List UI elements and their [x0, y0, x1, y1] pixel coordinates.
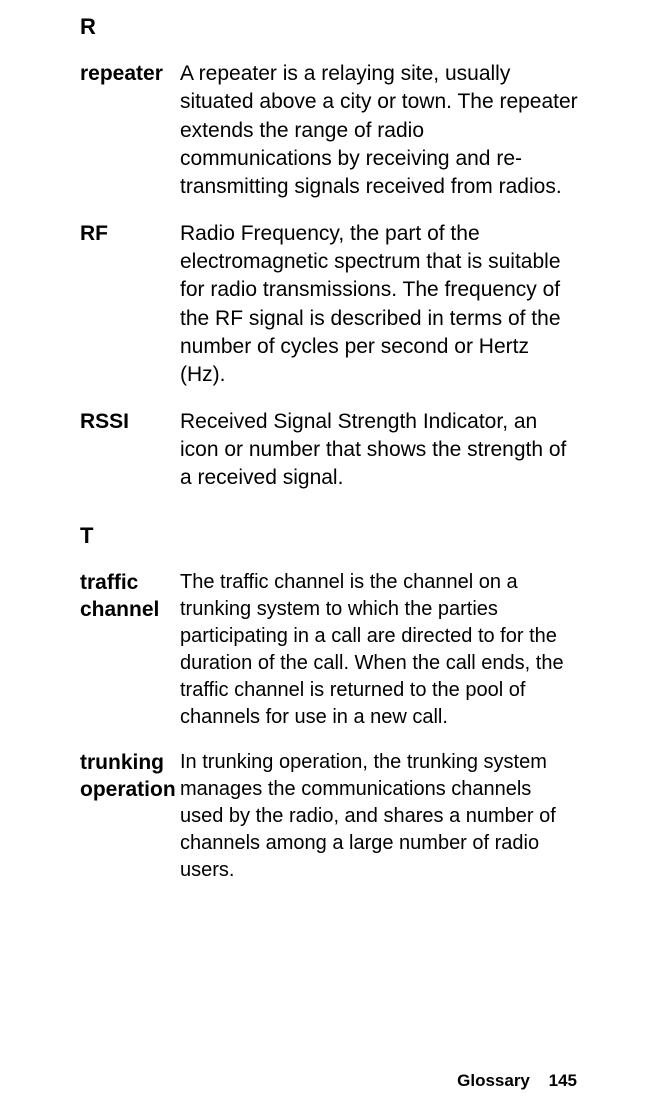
definition-rssi: Received Signal Strength Indicator, an i…	[180, 408, 579, 493]
glossary-entry: repeater A repeater is a relaying site, …	[80, 60, 579, 202]
definition-repeater: A repeater is a relaying site, usually s…	[180, 60, 579, 202]
term-repeater: repeater	[80, 60, 180, 202]
term-rf: RF	[80, 220, 180, 390]
section-letter-r: R	[80, 14, 579, 40]
footer-label: Glossary	[457, 1071, 530, 1090]
glossary-entry: traffic channel The traffic channel is t…	[80, 569, 579, 731]
section-letter-t: T	[80, 523, 579, 549]
definition-rf: Radio Frequency, the part of the electro…	[180, 220, 579, 390]
footer-page-number: 145	[549, 1071, 577, 1090]
term-traffic-channel: traffic channel	[80, 569, 180, 731]
definition-traffic-channel: The traffic channel is the channel on a …	[180, 569, 579, 731]
page-footer: Glossary 145	[457, 1071, 577, 1091]
glossary-entry: RF Radio Frequency, the part of the elec…	[80, 220, 579, 390]
glossary-entry: RSSI Received Signal Strength Indicator,…	[80, 408, 579, 493]
term-trunking-operation: trunking operation	[80, 749, 180, 884]
definition-trunking-operation: In trunking operation, the trunking syst…	[180, 749, 579, 884]
term-rssi: RSSI	[80, 408, 180, 493]
glossary-entry: trunking operation In trunking operation…	[80, 749, 579, 884]
